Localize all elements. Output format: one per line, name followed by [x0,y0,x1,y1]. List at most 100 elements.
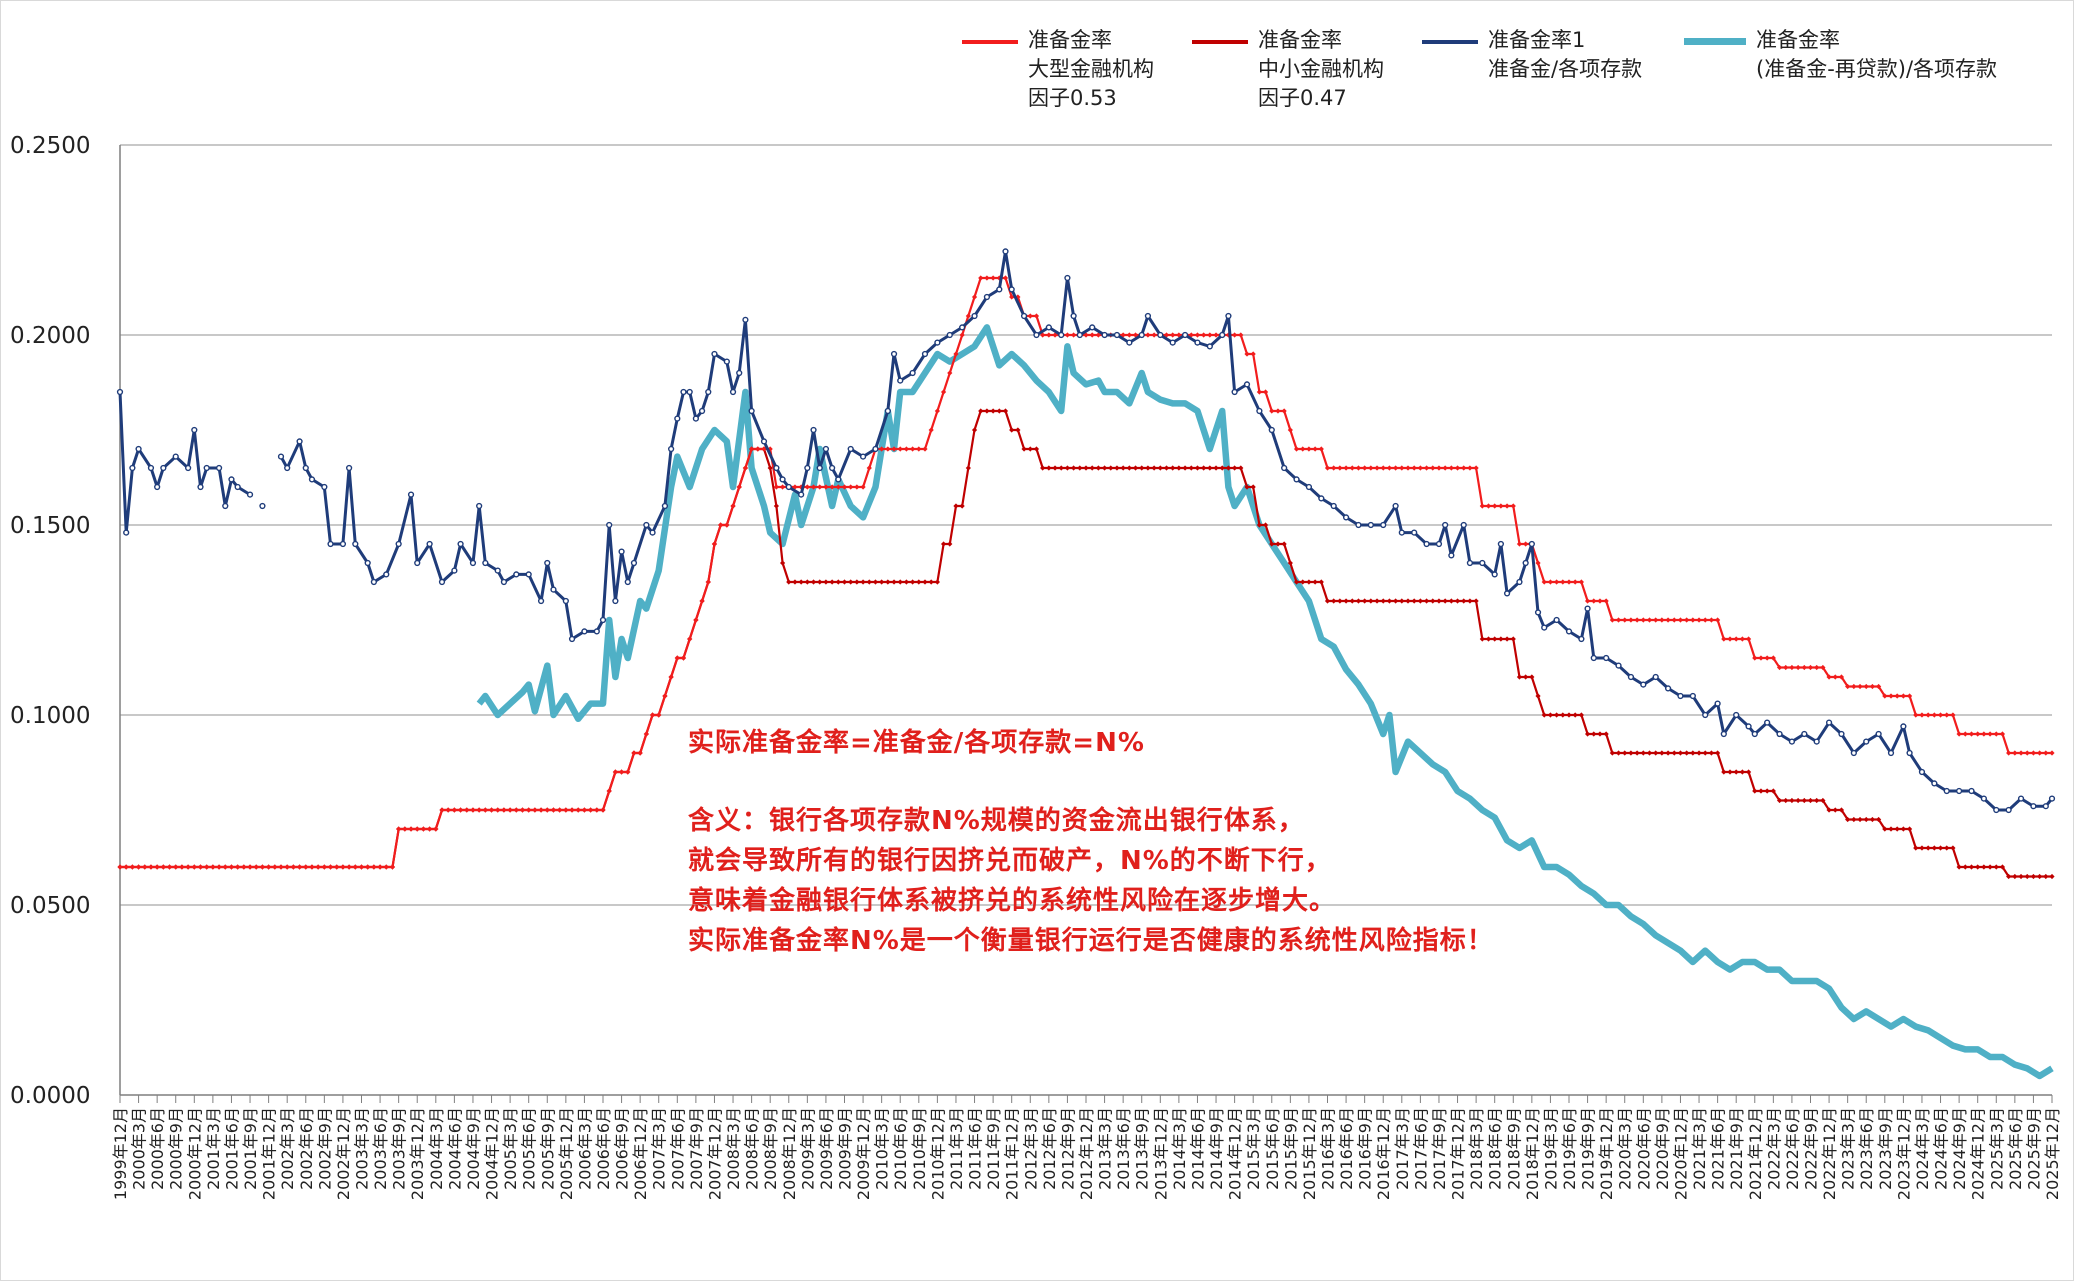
data-point [1442,521,1449,529]
data-point [339,540,347,548]
x-tick-label: 2013年9月 [1133,1107,1152,1190]
data-point [1207,465,1213,471]
data-point [1306,579,1312,585]
data-point [1702,750,1708,756]
data-point [922,579,928,585]
data-point [1170,332,1176,338]
data-point [1975,731,1981,737]
data-point [334,864,340,870]
data-point [1411,598,1417,604]
data-point [1857,816,1863,823]
data-point [1572,712,1578,718]
x-tick-label: 2020年12月 [1671,1107,1690,1200]
x-tick-label: 2021年3月 [1690,1107,1709,1190]
data-point [1015,294,1021,300]
data-point [1231,388,1238,396]
data-point [210,864,216,870]
data-point [1399,598,1405,604]
data-point [296,438,303,445]
data-point [618,548,625,555]
data-point [996,275,1002,281]
series-lines [116,248,2056,1080]
data-point [2024,873,2030,880]
x-tick-label: 2025年6月 [2006,1107,2025,1190]
data-point [916,446,922,452]
data-point [1603,731,1609,737]
data-point [500,578,508,586]
data-point [408,826,414,832]
x-tick-label: 2024年3月 [1913,1107,1932,1190]
data-point [1176,465,1182,471]
data-point [1362,465,1368,471]
data-point [1671,617,1677,623]
data-point [1900,693,1906,699]
data-point [1398,529,1405,536]
data-point [1721,636,1727,642]
data-point [185,864,191,870]
data-point [222,864,228,870]
data-point [302,464,309,472]
data-point [1504,503,1510,509]
data-point [303,864,309,870]
data-point [1386,465,1393,471]
data-point [352,864,358,870]
data-point [1522,559,1529,567]
data-point [1925,845,1931,851]
legend-label-line: 中小金融机构 [1258,57,1384,81]
data-point [1417,598,1423,604]
data-point [1380,465,1386,471]
data-point [1888,826,1894,832]
data-point [1789,664,1795,671]
data-point [1851,816,1857,823]
data-point [1566,712,1572,718]
data-point [1405,465,1411,471]
data-point [1368,598,1374,604]
data-point [581,807,588,813]
data-point [1293,446,1300,452]
data-point [1584,605,1591,612]
data-point [569,807,575,813]
data-point [1287,427,1293,433]
data-point [2024,750,2030,756]
x-tick-label: 2002年9月 [315,1107,334,1190]
data-point [1238,465,1244,471]
x-tick-label: 2023年9月 [1876,1107,1895,1190]
data-point [1002,275,1009,281]
data-point [959,503,965,509]
data-point [1510,503,1516,509]
data-point [1126,339,1133,346]
data-point [593,628,600,635]
data-point [383,571,390,578]
data-point [1083,332,1089,338]
data-point [1442,598,1448,604]
x-tick-label: 2014年12月 [1226,1107,1245,1200]
data-point [179,864,185,870]
data-point [1652,673,1659,681]
data-point [897,446,903,452]
data-point [1305,483,1313,491]
data-point [947,370,953,376]
data-point [296,864,303,870]
data-point [687,636,693,642]
data-point [513,807,519,813]
data-point [1312,579,1318,585]
data-point [792,579,798,585]
data-point [1529,674,1535,680]
data-point [575,807,581,813]
x-tick-label: 2005年3月 [501,1107,520,1190]
data-point [1312,446,1318,452]
data-point [470,807,476,813]
data-point [1411,529,1418,536]
data-point [910,446,916,452]
data-point [358,864,365,870]
data-point [947,541,953,547]
x-tick-label: 2004年3月 [427,1107,446,1190]
data-point [215,464,223,472]
data-point [1033,331,1040,339]
data-point [1665,750,1671,756]
data-point [736,484,742,490]
data-point [1355,465,1362,471]
data-point [1461,465,1467,471]
data-point [1318,579,1324,585]
data-point [1300,579,1306,585]
